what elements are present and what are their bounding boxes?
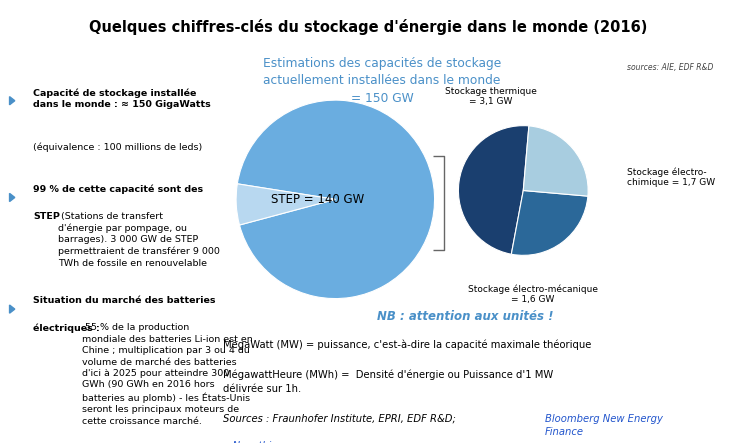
Text: Bloomberg New Energy
Finance: Bloomberg New Energy Finance <box>545 414 663 437</box>
Text: Quelques chiffres-clés du stockage d'énergie dans le monde (2016): Quelques chiffres-clés du stockage d'éne… <box>89 19 648 35</box>
Wedge shape <box>458 126 529 254</box>
Text: ; Novethic: ; Novethic <box>223 440 276 443</box>
Text: Stockage thermique
= 3,1 GW: Stockage thermique = 3,1 GW <box>445 87 537 106</box>
Text: STEP: STEP <box>33 212 60 221</box>
Text: Capacité de stockage installée
dans le monde : ≈ 150 GigaWatts: Capacité de stockage installée dans le m… <box>33 88 212 109</box>
Polygon shape <box>10 194 15 202</box>
Text: (équivalence : 100 millions de leds): (équivalence : 100 millions de leds) <box>33 142 203 152</box>
Text: STEP = 140 GW: STEP = 140 GW <box>271 193 364 206</box>
Text: (Stations de transfert
d'énergie par pompage, ou
barrages). 3 000 GW de STEP
per: (Stations de transfert d'énergie par pom… <box>58 212 220 268</box>
Text: MégaWatt (MW) = puissance, c'est-à-dire la capacité maximale théorique: MégaWatt (MW) = puissance, c'est-à-dire … <box>223 339 591 350</box>
Wedge shape <box>237 100 435 299</box>
Text: Stockage électro-mécanique
= 1,6 GW: Stockage électro-mécanique = 1,6 GW <box>468 284 598 304</box>
Text: Sources : Fraunhofer Institute, EPRI, EDF R&D;: Sources : Fraunhofer Institute, EPRI, ED… <box>223 414 461 424</box>
Text: Situation du marché des batteries: Situation du marché des batteries <box>33 296 216 306</box>
Polygon shape <box>10 305 15 313</box>
Text: 55 % de la production
mondiale des batteries Li-ion est en
Chine ; multiplicatio: 55 % de la production mondiale des batte… <box>83 323 253 426</box>
Text: sources: AIE, EDF R&D: sources: AIE, EDF R&D <box>627 63 714 72</box>
Text: Stockage électro-
chimique = 1,7 GW: Stockage électro- chimique = 1,7 GW <box>627 167 715 187</box>
Text: Estimations des capacités de stockage
actuellement installées dans le monde
= 15: Estimations des capacités de stockage ac… <box>263 57 501 105</box>
Text: NB : attention aux unités !: NB : attention aux unités ! <box>377 310 553 323</box>
Text: MégawattHeure (MWh) =  Densité d'énergie ou Puissance d'1 MW
délivrée sur 1h.: MégawattHeure (MWh) = Densité d'énergie … <box>223 370 553 393</box>
Polygon shape <box>10 97 15 105</box>
Wedge shape <box>511 190 588 255</box>
Text: 99 % de cette capacité sont des: 99 % de cette capacité sont des <box>33 185 203 194</box>
Text: électriques :: électriques : <box>33 323 100 333</box>
Wedge shape <box>236 184 335 225</box>
Wedge shape <box>523 126 588 196</box>
